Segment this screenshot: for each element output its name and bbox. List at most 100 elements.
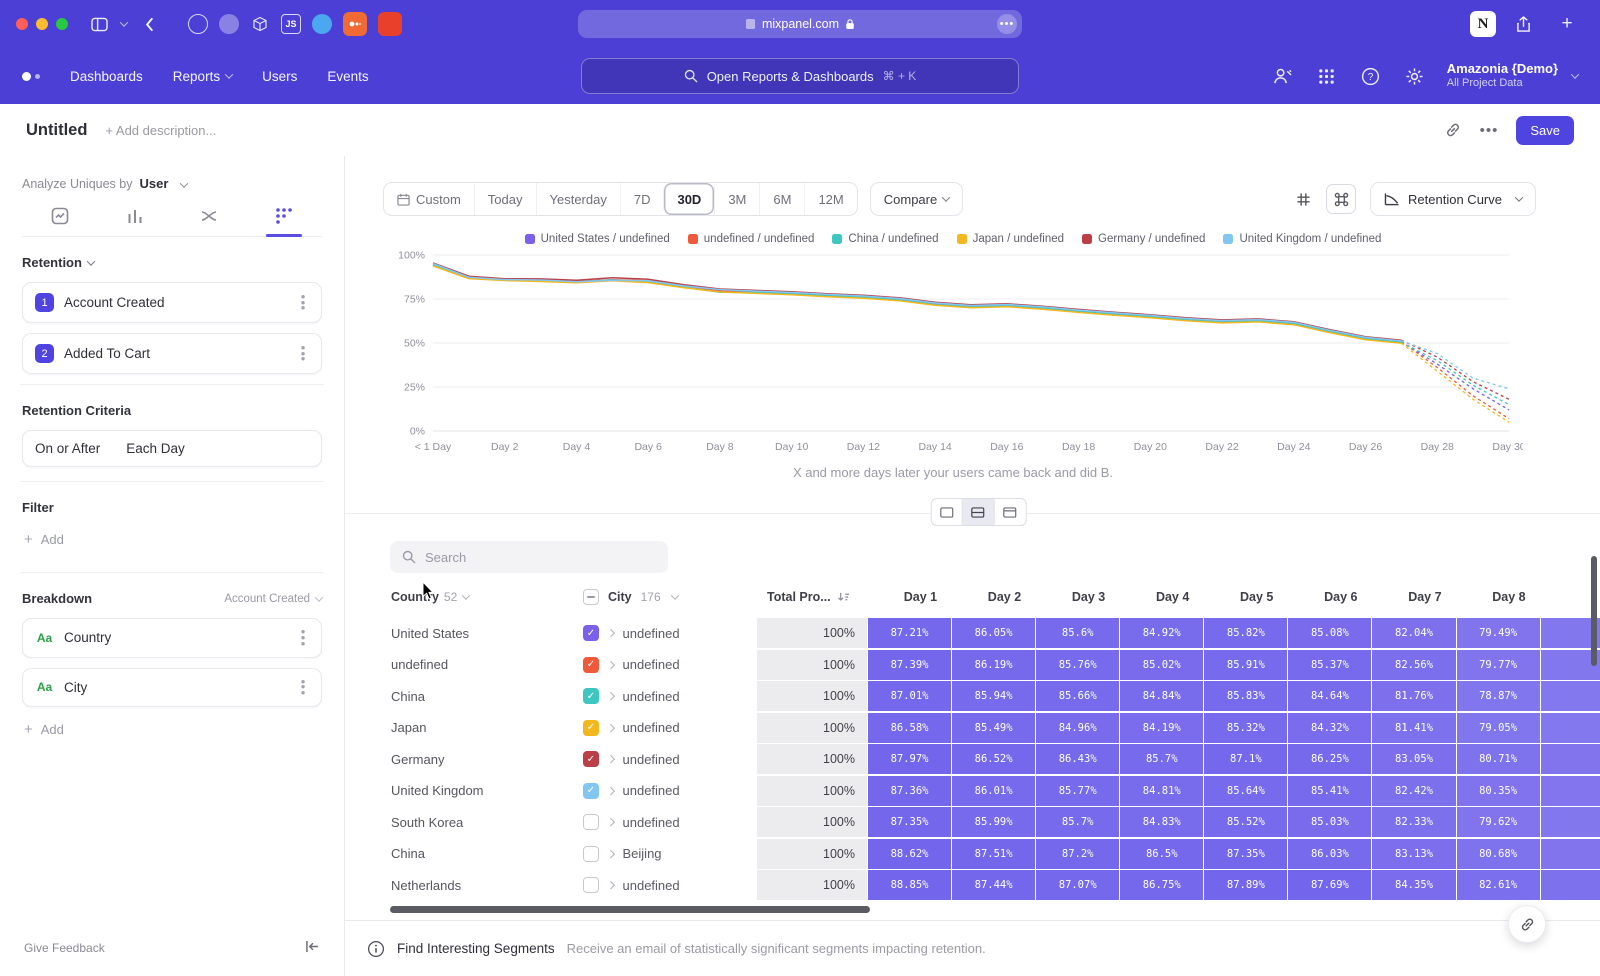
retention-cell[interactable]: 85.7% [1120,744,1204,774]
breakdown-city[interactable]: Aa City • • • [22,667,322,708]
retention-cell[interactable]: 85.02% [1120,649,1204,680]
retention-cell[interactable]: 84.84% [1120,681,1204,711]
close-window-icon[interactable] [16,18,28,30]
row-checkbox[interactable]: ✓ [583,625,599,641]
total-cell[interactable]: 100% [757,870,867,900]
page-options-icon[interactable]: ••• [997,14,1017,34]
criteria-each-day[interactable]: Each Day [126,441,185,456]
retention-cell[interactable]: 86.75% [1120,870,1204,900]
retention-cell[interactable]: 87.97% [868,744,952,774]
retention-cell[interactable]: 84.96% [1036,712,1120,743]
extension-icon-2[interactable] [219,14,239,34]
extension-icon-5[interactable] [312,14,332,34]
tab-funnels[interactable] [107,207,163,236]
annotations-icon[interactable] [1288,184,1318,214]
nav-events[interactable]: Events [327,68,369,84]
day-column-header[interactable]: Day 6 [1324,590,1358,604]
retention-cell[interactable]: 85.91% [1204,649,1288,680]
retention-cell[interactable]: 80.71% [1456,744,1540,774]
retention-cell[interactable]: 85.08% [1288,618,1372,648]
extension-icon-1[interactable] [188,14,208,34]
view-toggle-chart-only[interactable] [930,498,963,526]
range-3m[interactable]: 3M [714,183,759,215]
country-column-header[interactable]: Country 52 [383,590,569,604]
range-custom[interactable]: Custom [384,183,474,215]
series-line[interactable] [432,262,1402,342]
retention-cell[interactable]: 87.51% [952,838,1036,869]
retention-cell[interactable]: 84.19% [1120,712,1204,743]
retention-cell[interactable]: 83.13% [1372,838,1456,869]
vertical-scrollbar[interactable] [1591,556,1597,666]
retention-cell[interactable]: 79.62% [1456,807,1540,837]
retention-cell[interactable]: 85.64% [1204,775,1288,806]
retention-cell[interactable]: 85.03% [1288,807,1372,837]
extension-icon-7[interactable] [378,12,402,36]
retention-cell[interactable]: 87.1% [1204,744,1288,774]
retention-cell[interactable]: 87.21% [868,618,952,648]
retention-cell[interactable]: 85.99% [952,807,1036,837]
expand-chevron-icon[interactable] [606,692,615,700]
legend-item[interactable]: undefined / undefined [687,233,814,245]
retention-cell[interactable]: 80.68% [1456,838,1540,869]
day-column-header[interactable]: Day 3 [1071,590,1106,604]
mixpanel-app-icon[interactable] [343,12,367,36]
total-cell[interactable]: 100% [757,838,867,869]
keyboard-shortcuts-icon[interactable] [1326,184,1357,214]
retention-cell[interactable]: 81.41% [1372,712,1456,743]
retention-cell[interactable]: 87.44% [952,870,1036,900]
retention-cell[interactable]: 87.89% [1204,870,1288,900]
retention-cell[interactable]: 86.05% [952,618,1036,648]
global-search-input[interactable]: Open Reports & Dashboards ⌘ + K [581,58,1019,94]
retention-criteria-control[interactable]: On or After Each Day [22,430,322,467]
country-cell[interactable]: United States [391,625,470,641]
retention-cell[interactable]: 86.52% [952,744,1036,774]
breakdown-country[interactable]: Aa Country • • • [22,618,322,658]
chart-type-select[interactable]: Retention Curve [1370,182,1536,216]
kebab-menu-icon[interactable]: • • • [300,288,306,316]
legend-item[interactable]: United States / undefined [524,233,670,245]
copy-link-icon[interactable] [1444,121,1462,139]
row-checkbox[interactable] [583,845,599,862]
row-checkbox[interactable]: ✓ [583,751,599,767]
js-extension-icon[interactable]: JS [281,14,301,34]
tab-flows[interactable] [181,207,237,236]
country-cell[interactable]: South Korea [391,814,464,830]
add-description[interactable]: + Add description... [105,122,217,138]
country-cell[interactable]: Netherlands [391,877,462,893]
range-30d[interactable]: 30D [663,183,714,215]
day-column-header[interactable]: Day 1 [903,590,938,604]
day-column-header[interactable]: Day 4 [1155,590,1190,604]
total-cell[interactable]: 100% [757,681,867,711]
nav-users[interactable]: Users [262,68,298,84]
breakdown-scope-select[interactable]: Account Created [224,593,324,605]
retention-cell[interactable]: 85.83% [1204,681,1288,711]
retention-cell[interactable]: 86.01% [952,775,1036,806]
total-cell[interactable]: 100% [757,712,867,743]
country-cell[interactable]: China [391,688,425,704]
range-today[interactable]: Today [473,183,536,215]
total-cell[interactable]: 100% [757,744,867,774]
retention-cell[interactable]: 85.32% [1204,712,1288,743]
nav-dashboards[interactable]: Dashboards [70,68,143,84]
day-column-header[interactable]: Day 8 [1492,590,1526,604]
retention-cell[interactable]: 86.58% [868,712,952,743]
retention-cell[interactable]: 87.01% [868,681,952,711]
maximize-window-icon[interactable] [56,18,68,30]
add-breakdown-button[interactable]: + Add [24,721,64,739]
kebab-menu-icon[interactable]: • • • [300,624,306,651]
day-column-header[interactable]: Day 7 [1408,590,1442,604]
retention-cell[interactable]: 82.33% [1372,807,1456,837]
back-icon[interactable] [136,11,162,37]
share-link-button[interactable] [1508,905,1546,943]
more-options-icon[interactable]: ••• [1479,121,1499,139]
expand-chevron-icon[interactable] [606,818,615,826]
country-cell[interactable]: Germany [391,751,445,767]
select-all-checkbox[interactable] [583,589,599,605]
give-feedback-link[interactable]: Give Feedback [24,941,105,955]
retention-cell[interactable]: 87.39% [868,649,952,680]
retention-cell[interactable]: 85.7% [1036,807,1120,837]
compare-button[interactable]: Compare [869,182,964,216]
retention-cell[interactable]: 87.69% [1288,870,1372,900]
day-column-header[interactable]: Day 5 [1240,590,1274,604]
notion-extension-icon[interactable]: N [1470,11,1496,37]
